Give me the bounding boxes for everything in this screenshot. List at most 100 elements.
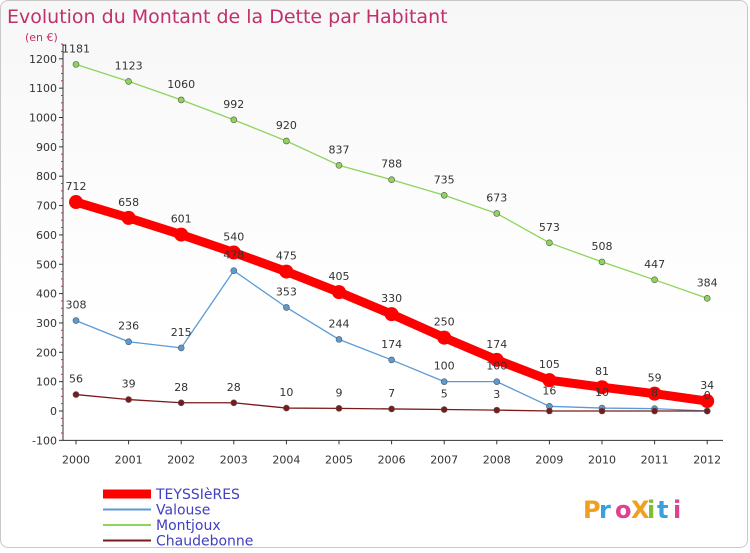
x-tick-label: 2012 [693, 453, 721, 466]
data-label: 478 [223, 249, 244, 262]
y-tick-label: 100 [36, 376, 57, 389]
legend-label: Montjoux [156, 518, 221, 534]
data-point [700, 394, 715, 409]
y-tick-label: 600 [36, 229, 57, 242]
data-point [177, 344, 185, 352]
data-label: 0 [704, 389, 711, 402]
y-tick-label: 200 [36, 346, 57, 359]
data-label: 508 [592, 240, 613, 253]
data-point [493, 378, 501, 385]
data-point [651, 407, 658, 415]
data-label: 244 [329, 317, 350, 330]
data-label: 215 [171, 326, 192, 339]
data-point [283, 137, 290, 145]
data-label: 105 [539, 358, 560, 371]
data-point [493, 406, 501, 414]
data-point [647, 386, 662, 401]
data-label: 658 [118, 196, 139, 209]
x-tick-label: 2007 [430, 453, 458, 466]
data-point [437, 330, 452, 345]
y-tick-label: 900 [36, 141, 57, 154]
data-point [72, 391, 80, 398]
data-label: 250 [434, 316, 455, 329]
y-tick-label: 1200 [29, 53, 57, 66]
y-tick-label: 300 [36, 317, 57, 330]
x-tick-label: 2006 [378, 453, 406, 466]
x-tick-label: 2010 [588, 453, 616, 466]
data-point [703, 294, 711, 302]
data-point [283, 304, 290, 311]
data-label: 16 [542, 384, 556, 397]
data-point [125, 396, 132, 403]
legend-label: TEYSSIèRES [155, 487, 240, 503]
proxiti-logo: Pr o Xi t i [583, 496, 681, 524]
data-label: 8 [651, 387, 658, 400]
data-label: 1060 [167, 78, 195, 91]
data-label: 920 [276, 119, 297, 132]
data-label: 28 [227, 381, 241, 394]
axes: -100010020030040050060070080090010001100… [29, 43, 723, 466]
x-tick-label: 2004 [272, 453, 300, 466]
logo-letter: t [657, 496, 668, 524]
x-tick-label: 2011 [641, 453, 669, 466]
x-tick-label: 2002 [167, 453, 195, 466]
data-label: 384 [697, 276, 718, 289]
chart-title: Evolution du Montant de la Dette par Hab… [7, 6, 448, 28]
data-label: 837 [329, 143, 350, 156]
data-label: 39 [122, 378, 136, 391]
data-point [598, 258, 606, 266]
data-point [230, 399, 238, 407]
data-label: 34 [700, 379, 714, 392]
data-label: 7 [388, 387, 395, 400]
data-point [542, 373, 557, 388]
y-tick-label: 700 [36, 200, 57, 213]
data-label: 405 [329, 270, 350, 283]
data-point [174, 227, 189, 242]
data-point [230, 116, 238, 124]
data-point [125, 78, 132, 85]
data-label: 3 [493, 388, 500, 401]
chart-subtitle: (en €) [25, 31, 58, 44]
y-tick-label: 800 [36, 170, 57, 183]
series-lines [69, 61, 715, 415]
data-label: 174 [381, 338, 402, 351]
data-point [125, 338, 132, 346]
data-label: 10 [279, 386, 293, 399]
data-point [177, 399, 185, 407]
data-labels: 1181112310609929208377887356735735084473… [62, 42, 718, 402]
data-point [595, 380, 609, 395]
data-label: 353 [276, 285, 297, 298]
logo-letter: o [615, 496, 632, 524]
y-tick-label: 500 [36, 258, 57, 271]
data-point [283, 404, 290, 412]
data-label: 174 [486, 338, 507, 351]
data-point [388, 356, 395, 364]
data-label: 5 [441, 388, 448, 401]
x-tick-label: 2009 [535, 453, 563, 466]
data-point [651, 276, 658, 284]
data-label: 673 [486, 191, 507, 204]
data-point [546, 239, 553, 247]
data-label: 475 [276, 250, 297, 263]
data-label: 992 [223, 98, 244, 111]
data-point [493, 210, 501, 217]
logo-letter: i [647, 496, 655, 524]
data-point [279, 264, 294, 279]
data-point [69, 195, 83, 210]
data-label: 330 [381, 292, 402, 305]
data-label: 56 [69, 373, 83, 386]
data-point [72, 61, 80, 68]
data-point [598, 407, 606, 415]
data-label: 308 [66, 299, 87, 312]
data-point [335, 162, 343, 169]
data-point [226, 245, 241, 260]
data-label: 28 [174, 381, 188, 394]
x-tick-label: 2003 [220, 453, 248, 466]
logo-letter: r [599, 496, 611, 524]
data-label: 81 [595, 365, 609, 378]
data-point [335, 405, 343, 412]
data-point [546, 407, 553, 415]
data-label: 540 [223, 231, 244, 244]
data-label: 735 [434, 173, 455, 186]
data-label: 59 [648, 372, 662, 385]
